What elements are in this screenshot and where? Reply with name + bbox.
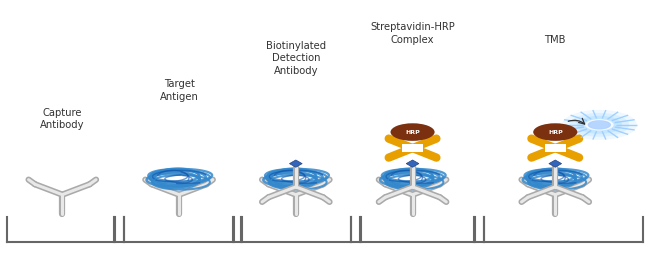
Text: Capture
Antibody: Capture Antibody [40,108,84,130]
Text: A: A [552,144,558,153]
Circle shape [590,121,608,128]
Text: HRP: HRP [405,129,420,135]
Circle shape [577,116,622,134]
Circle shape [533,123,577,141]
FancyBboxPatch shape [402,144,423,152]
Circle shape [562,110,637,140]
Text: HRP: HRP [548,129,563,135]
Circle shape [585,119,614,131]
Text: Biotinylated
Detection
Antibody: Biotinylated Detection Antibody [266,41,326,76]
Circle shape [569,113,629,137]
Polygon shape [289,160,302,167]
Polygon shape [406,160,419,167]
FancyBboxPatch shape [545,144,566,152]
Text: TMB: TMB [545,35,566,45]
Text: Target
Antigen: Target Antigen [160,79,198,102]
Polygon shape [549,160,562,167]
Text: Streptavidin-HRP
Complex: Streptavidin-HRP Complex [370,22,455,45]
Text: A: A [410,144,415,153]
Circle shape [391,123,435,141]
Circle shape [588,120,611,129]
